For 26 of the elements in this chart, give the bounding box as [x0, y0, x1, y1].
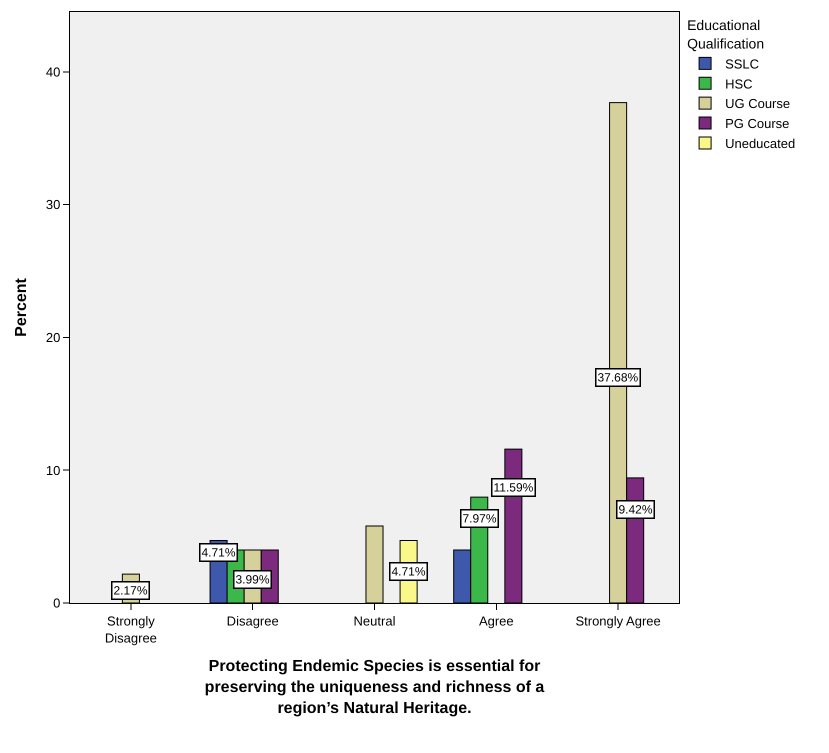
x-tick-label: Disagree: [226, 614, 279, 629]
y-tick-label: 30: [46, 197, 60, 212]
x-tick-label: Strongly Agree: [575, 614, 661, 629]
y-tick-label: 10: [46, 462, 60, 478]
legend-label: HSC: [725, 76, 753, 92]
legend-label: PG Course: [725, 116, 790, 132]
legend-title: Educational Qualification: [687, 17, 764, 52]
legend-label: UG Course: [725, 96, 790, 112]
data-label: 11.59%: [494, 480, 534, 494]
data-label: 37.68%: [598, 370, 639, 384]
data-label: 4.71%: [392, 564, 426, 578]
legend-label: SSLC: [725, 56, 760, 72]
y-tick-label: 20: [46, 330, 60, 345]
data-label: 4.71%: [202, 546, 236, 560]
x-tick-label: Neutral: [354, 614, 396, 629]
data-label: 9.42%: [618, 502, 653, 516]
legend-label: Uneducated: [725, 136, 796, 152]
x-tick-label: Strongly Disagree: [104, 614, 157, 646]
y-tick-label: 40: [46, 64, 60, 80]
x-tick-label: Agree: [478, 614, 514, 629]
y-axis-title: Percent: [12, 277, 30, 337]
data-label: 3.99%: [236, 572, 270, 586]
y-tick-label: 0: [53, 596, 60, 611]
data-label: 7.97%: [462, 512, 497, 526]
x-axis-title: Protecting Endemic Species is essential for preserving the uniqueness and richness of a region’s Natural Heritage.: [204, 658, 544, 717]
data-label: 2.17%: [114, 584, 148, 598]
